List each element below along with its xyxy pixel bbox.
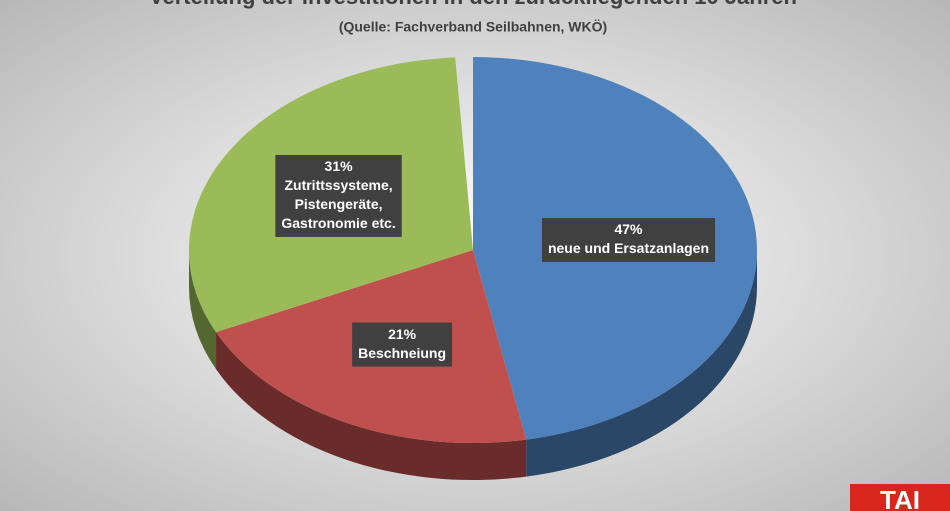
- chart-subtitle: (Quelle: Fachverband Seilbahnen, WKÖ): [339, 19, 607, 35]
- data-label-box: [275, 154, 402, 237]
- data-labels: 47% neue und Ersatzanlagen 21% Beschneiung 3…: [275, 154, 716, 367]
- data-label: 31% Zutrittssysteme, Pistengeräte, Gastrono…: [275, 154, 402, 237]
- data-label-category: Pistengeräte,: [295, 196, 383, 212]
- data-label: 47% neue und Ersatzanlagen: [541, 218, 716, 263]
- slice-side: [526, 250, 757, 477]
- data-label-box: [541, 218, 716, 263]
- slice-side: [216, 332, 527, 480]
- data-label-category: Zutrittssysteme,: [284, 177, 392, 193]
- data-label-value: 21%: [388, 326, 417, 342]
- logo-box: [850, 484, 950, 511]
- data-label-category: Gastronomie etc.: [281, 215, 395, 231]
- data-label: 21% Beschneiung: [352, 322, 453, 367]
- slice-side: [189, 250, 217, 370]
- data-label-value: 31%: [325, 158, 354, 174]
- data-label-box: [352, 322, 453, 367]
- pie: [189, 56, 758, 480]
- data-label-category: Beschneiung: [358, 345, 446, 361]
- chart-title: Verteilung der Investitionen in den zurü…: [149, 0, 797, 9]
- logo: TAI: [880, 485, 920, 511]
- data-label-value: 47%: [614, 221, 643, 237]
- data-label-category: neue und Ersatzanlagen: [548, 240, 709, 256]
